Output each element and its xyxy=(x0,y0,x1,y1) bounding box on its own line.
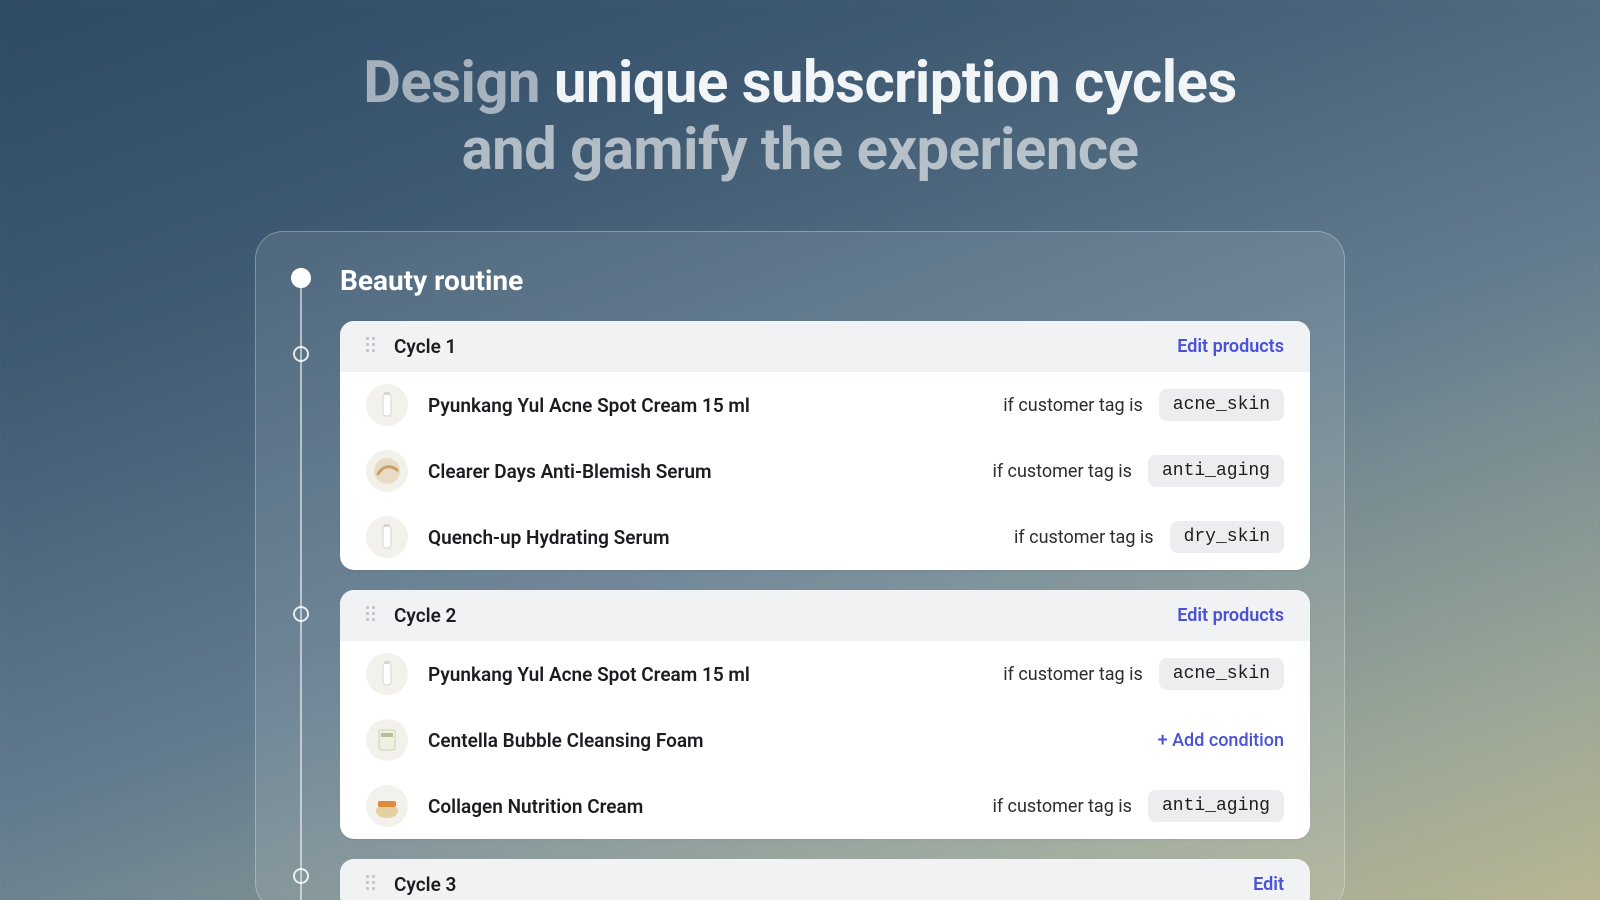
edit-link[interactable]: Edit xyxy=(1253,874,1284,895)
product-thumbnail xyxy=(366,719,408,761)
product-thumbnail xyxy=(366,785,408,827)
drag-handle-icon[interactable] xyxy=(366,606,380,626)
drag-handle-icon[interactable] xyxy=(366,875,380,895)
condition-label: if customer tag is xyxy=(1003,395,1143,416)
customer-tag-chip: dry_skin xyxy=(1170,521,1284,553)
cycle-title: Cycle 3 xyxy=(394,873,1253,896)
cycle-title: Cycle 1 xyxy=(394,335,1177,358)
hero-heading: Design unique subscription cycles and ga… xyxy=(0,0,1600,183)
customer-tag-chip: acne_skin xyxy=(1159,389,1284,421)
add-condition-link[interactable]: + Add condition xyxy=(1158,730,1284,751)
cycle-title: Cycle 2 xyxy=(394,604,1177,627)
routine-title: Beauty routine xyxy=(340,264,1310,297)
product-name: Clearer Days Anti-Blemish Serum xyxy=(428,460,992,483)
product-thumbnail xyxy=(366,516,408,558)
customer-tag-chip: anti_aging xyxy=(1148,790,1284,822)
hero-line1-bold: unique subscription cycles xyxy=(554,49,1237,117)
product-thumbnail xyxy=(366,384,408,426)
product-name: Collagen Nutrition Cream xyxy=(428,795,992,818)
edit-products-link[interactable]: Edit products xyxy=(1177,336,1284,357)
product-row: Clearer Days Anti-Blemish Serumif custom… xyxy=(340,438,1310,504)
cycle-header: Cycle 1Edit products xyxy=(340,321,1310,372)
customer-tag-chip: anti_aging xyxy=(1148,455,1284,487)
timeline xyxy=(290,262,320,900)
hero-line2: and gamify the experience xyxy=(0,117,1600,184)
product-row: Quench-up Hydrating Serumif customer tag… xyxy=(340,504,1310,570)
cycle-card: Cycle 2Edit productsPyunkang Yul Acne Sp… xyxy=(340,590,1310,839)
product-thumbnail xyxy=(366,450,408,492)
timeline-dot xyxy=(293,606,309,622)
condition-label: if customer tag is xyxy=(992,461,1132,482)
timeline-line xyxy=(300,280,302,900)
product-row: Pyunkang Yul Acne Spot Cream 15 mlif cus… xyxy=(340,641,1310,707)
product-name: Centella Bubble Cleansing Foam xyxy=(428,729,1158,752)
cycle-card: Cycle 3Edit xyxy=(340,859,1310,900)
product-name: Pyunkang Yul Acne Spot Cream 15 ml xyxy=(428,394,1003,417)
cycle-card: Cycle 1Edit productsPyunkang Yul Acne Sp… xyxy=(340,321,1310,570)
product-thumbnail xyxy=(366,653,408,695)
condition-label: if customer tag is xyxy=(992,796,1132,817)
routine-content: Beauty routine Cycle 1Edit productsPyunk… xyxy=(340,264,1310,900)
cycle-header: Cycle 3Edit xyxy=(340,859,1310,900)
product-row: Centella Bubble Cleansing Foam+ Add cond… xyxy=(340,707,1310,773)
condition-label: if customer tag is xyxy=(1003,664,1143,685)
customer-tag-chip: acne_skin xyxy=(1159,658,1284,690)
product-row: Collagen Nutrition Creamif customer tag … xyxy=(340,773,1310,839)
product-row: Pyunkang Yul Acne Spot Cream 15 mlif cus… xyxy=(340,372,1310,438)
timeline-dot xyxy=(293,346,309,362)
timeline-dot xyxy=(291,268,311,288)
product-name: Pyunkang Yul Acne Spot Cream 15 ml xyxy=(428,663,1003,686)
timeline-dot xyxy=(293,868,309,884)
cycle-header: Cycle 2Edit products xyxy=(340,590,1310,641)
edit-products-link[interactable]: Edit products xyxy=(1177,605,1284,626)
routine-panel: Beauty routine Cycle 1Edit productsPyunk… xyxy=(255,231,1345,900)
condition-label: if customer tag is xyxy=(1014,527,1154,548)
product-name: Quench-up Hydrating Serum xyxy=(428,526,1014,549)
hero-line1-muted: Design xyxy=(363,49,540,117)
drag-handle-icon[interactable] xyxy=(366,337,380,357)
